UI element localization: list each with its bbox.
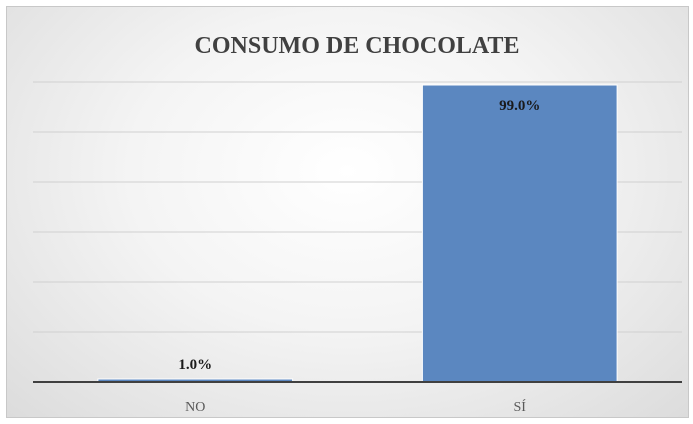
data-labels: 1.0% 99.0% (178, 98, 540, 373)
x-tick-label-sí: SÍ (514, 398, 527, 415)
bar-sí (421, 84, 618, 383)
x-axis-ticks: NO SÍ (185, 398, 526, 415)
chart-title: CONSUMO DE CHOCOLATE (195, 33, 520, 59)
x-tick-label-no: NO (185, 400, 205, 415)
data-label-no: 1.0% (178, 357, 212, 373)
bars (97, 84, 618, 383)
data-label-sí: 99.0% (499, 98, 540, 114)
